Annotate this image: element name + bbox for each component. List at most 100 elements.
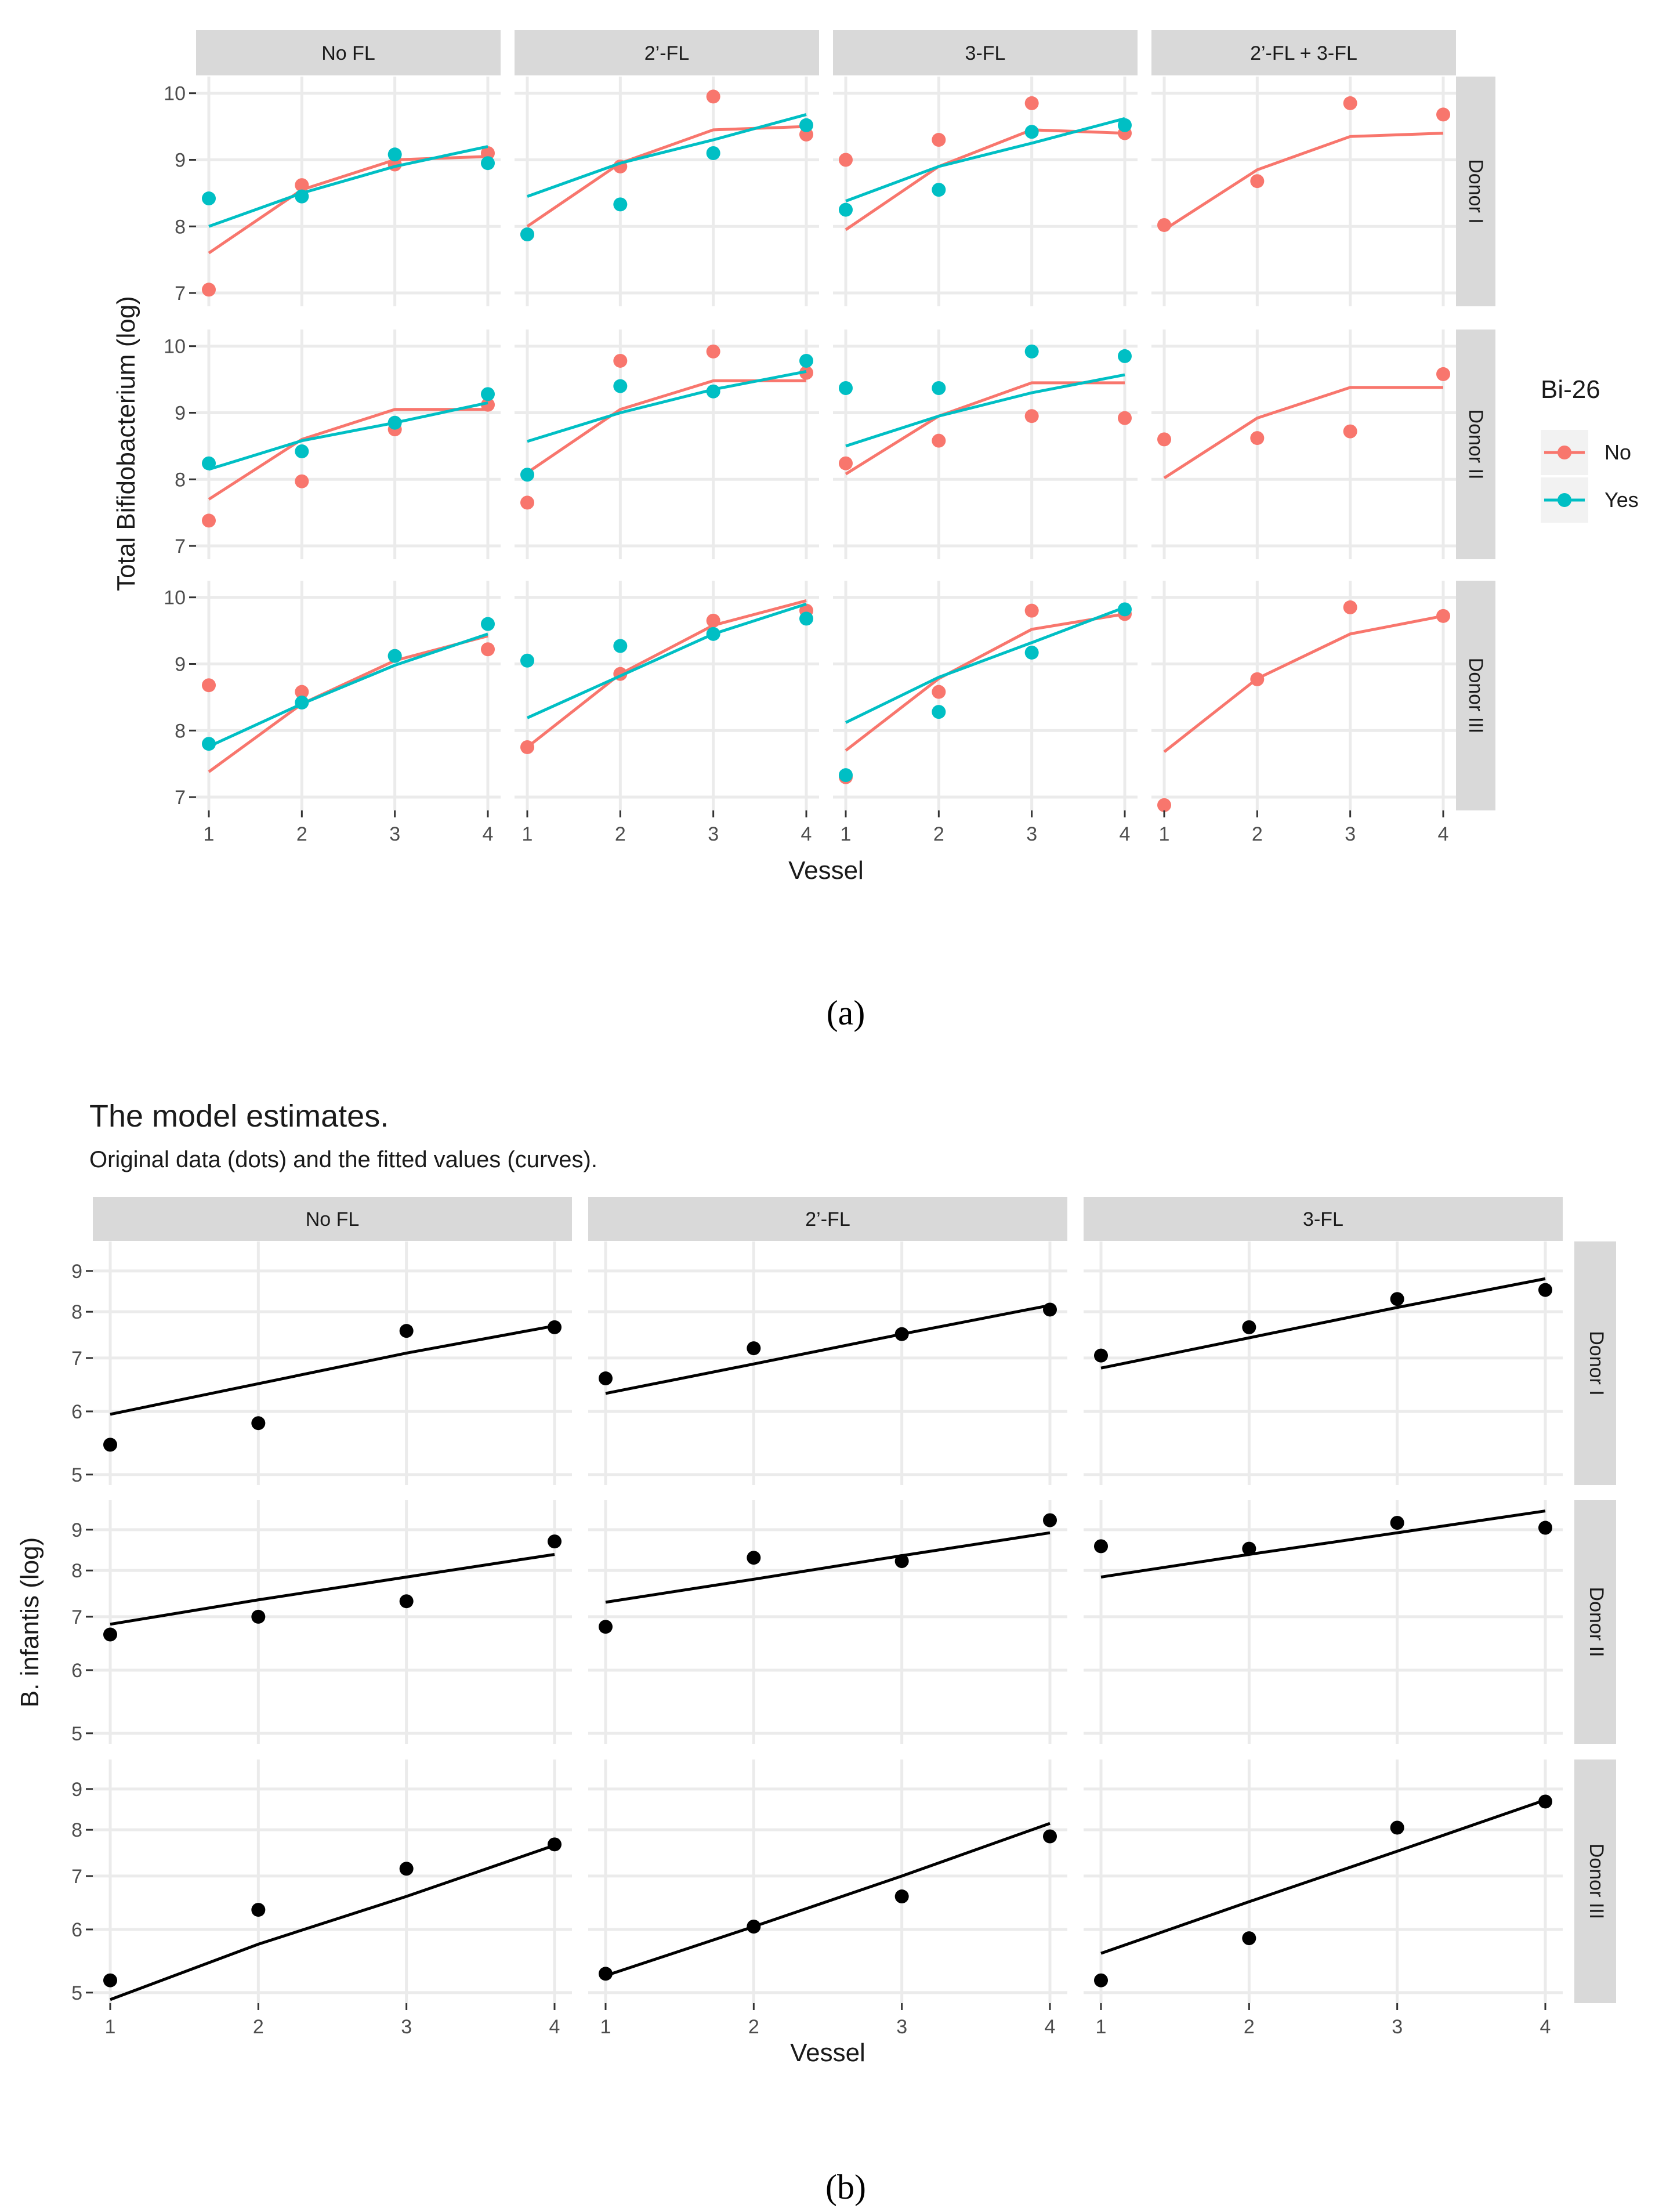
x-tick-label: 1: [1159, 823, 1170, 845]
panel: [1084, 1760, 1563, 2003]
series-yes-data-point: [932, 381, 946, 396]
data-point: [399, 1324, 414, 1338]
facet-label-row: Donor I: [1465, 159, 1487, 224]
y-tick-label: 8: [71, 1560, 82, 1582]
panel: [93, 1760, 572, 2003]
series-no-data-point: [1436, 609, 1450, 623]
y-tick-label: 6: [71, 1919, 82, 1941]
series-no-fitted-curve: [845, 612, 1125, 752]
data-point: [103, 1438, 117, 1452]
series-no-fitted-curve: [1163, 132, 1444, 231]
panel: [1151, 581, 1456, 812]
facet-label-row: Donor I: [1585, 1331, 1607, 1396]
series-yes-fitted-curve: [208, 632, 488, 748]
data-point: [399, 1594, 414, 1609]
data-point: [399, 1862, 414, 1876]
series-no-data-point: [1024, 603, 1039, 618]
data-point: [1242, 1541, 1256, 1556]
series-no-data-point: [1343, 600, 1357, 614]
series-no-data-point: [1118, 411, 1132, 425]
y-tick-label: 9: [175, 402, 186, 424]
series-no-data-point: [706, 613, 720, 628]
series-yes-fitted-curve: [208, 401, 488, 471]
panel-label: (b): [825, 2168, 866, 2206]
data-point: [1390, 1292, 1404, 1306]
series-no-data-point: [839, 456, 853, 470]
series-no-data-point: [202, 513, 216, 528]
y-tick-label: 9: [175, 149, 186, 171]
series-yes-data-point: [387, 649, 402, 663]
legend-entry-label: No: [1604, 440, 1631, 464]
data-point: [1242, 1320, 1256, 1334]
chart-1: No FL 2’-FL 3-FL Donor I Donor II Donor III 5 6…: [16, 1099, 1616, 2206]
series-no-data-point: [1157, 432, 1171, 447]
panel-background: [1151, 77, 1456, 306]
data-point: [747, 1919, 761, 1934]
panel: [833, 330, 1138, 559]
series-yes-data-point: [706, 146, 720, 160]
panel-background: [833, 330, 1138, 559]
data-point: [251, 1416, 266, 1431]
y-tick-label: 7: [175, 535, 186, 557]
series-no-data-point: [295, 178, 309, 193]
x-tick-label: 3: [401, 2016, 412, 2038]
panel: [196, 77, 501, 306]
series-yes-data-point: [481, 617, 495, 631]
series-yes-data-point: [1118, 118, 1132, 132]
series-yes-fitted-curve: [526, 602, 807, 719]
x-tick-label: 1: [600, 2016, 611, 2038]
y-tick-label: 8: [71, 1819, 82, 1841]
series-yes-data-point: [706, 627, 720, 641]
legend-key-point: [1558, 493, 1571, 507]
series-yes-data-point: [387, 415, 402, 430]
x-tick-label: 3: [1345, 823, 1356, 845]
panel-background: [1151, 330, 1456, 559]
panel-background: [1151, 581, 1456, 810]
series-no-data-point: [1250, 431, 1265, 446]
facet-strip-col: [1084, 1197, 1563, 1241]
x-tick-label: 3: [1026, 823, 1037, 845]
series-no-data-point: [520, 495, 534, 510]
facet-strip-row: [1574, 1760, 1616, 2003]
y-tick-label: 9: [71, 1779, 82, 1801]
fitted-curve: [605, 1822, 1051, 1978]
series-yes-data-point: [1118, 349, 1132, 363]
y-tick-label: 9: [71, 1261, 82, 1283]
fitted-curve: [605, 1304, 1051, 1395]
series-yes-data-point: [1024, 645, 1039, 660]
series-yes-data-point: [613, 639, 628, 653]
x-tick-label: 2: [1244, 2016, 1255, 2038]
panel-background: [515, 77, 819, 306]
series-no-data-point: [1436, 367, 1450, 381]
series-yes-data-point: [932, 183, 946, 197]
data-point: [548, 1837, 562, 1852]
y-tick-label: 8: [175, 216, 186, 238]
series-yes-fitted-curve: [845, 606, 1125, 724]
series-yes-data-point: [799, 353, 813, 368]
series-no-data-point: [1250, 174, 1265, 189]
series-yes-data-point: [387, 147, 402, 162]
x-tick-label: 2: [253, 2016, 264, 2038]
legend-key-point: [1558, 446, 1571, 459]
facet-label-col: 2’-FL: [805, 1208, 850, 1230]
panel-background: [833, 77, 1138, 306]
series-no-data-point: [1157, 218, 1171, 232]
facet-label-col: 2’-FL + 3-FL: [1250, 42, 1357, 64]
data-point: [103, 1973, 117, 1987]
data-point: [894, 1554, 909, 1568]
facet-label-row: Donor III: [1585, 1844, 1607, 1919]
y-tick-label: 6: [71, 1660, 82, 1682]
x-tick-label: 2: [1252, 823, 1263, 845]
series-yes-data-point: [295, 696, 309, 710]
series-no-data-point: [613, 353, 628, 368]
series-yes-data-point: [799, 611, 813, 626]
panel-background: [833, 581, 1138, 810]
series-no-data-point: [1343, 424, 1357, 439]
x-tick-label: 4: [1540, 2016, 1551, 2038]
panel-label: (a): [827, 994, 865, 1032]
series-yes-data-point: [932, 705, 946, 719]
series-yes-data-point: [1118, 602, 1132, 617]
series-yes-data-point: [799, 118, 813, 132]
series-no-data-point: [481, 642, 495, 657]
